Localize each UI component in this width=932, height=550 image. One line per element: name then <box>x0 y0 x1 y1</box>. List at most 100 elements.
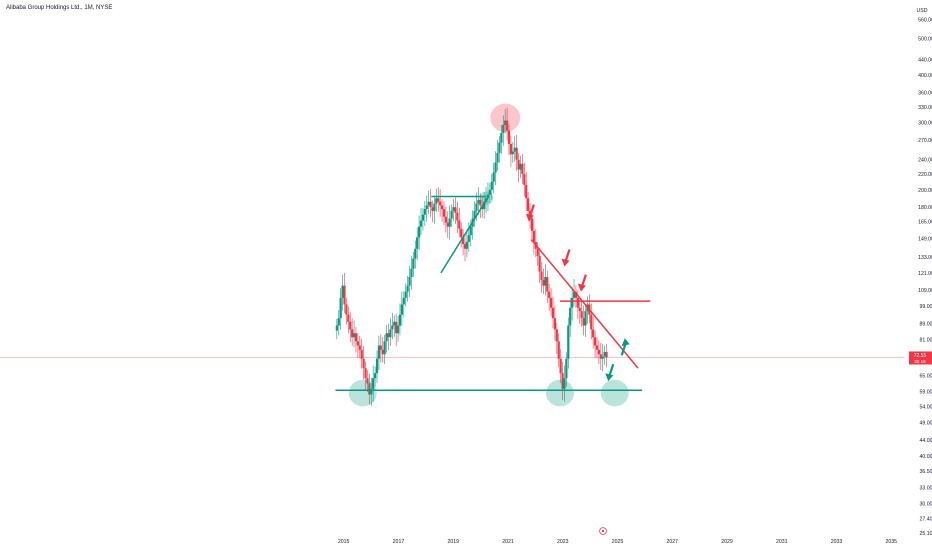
y-tick-label: 49.00 <box>920 420 932 426</box>
candle-body <box>597 349 600 355</box>
candle-body <box>505 120 509 131</box>
target-2025-highlight <box>600 379 629 407</box>
candle-body <box>523 174 526 185</box>
up-arrow-green <box>620 338 630 356</box>
y-tick-label: 360.00 <box>918 91 932 97</box>
down-arrow-2 <box>561 249 571 267</box>
candle-body <box>339 297 342 319</box>
candle-body <box>549 297 553 308</box>
candle-body <box>601 356 604 359</box>
y-tick-label: 59.00 <box>920 390 932 396</box>
candle-body <box>519 163 522 170</box>
candle-body <box>372 378 375 389</box>
rising-trendline <box>440 197 489 274</box>
candle-body <box>463 244 467 249</box>
y-tick-label: 65.00 <box>920 374 932 380</box>
x-tick-label: 2035 <box>886 539 898 545</box>
candle-body <box>538 256 541 272</box>
candle-body <box>593 337 597 346</box>
candle-body <box>398 314 402 326</box>
candle-body <box>375 358 379 374</box>
candle-body <box>492 172 495 182</box>
candle-body <box>473 210 476 219</box>
candle-body <box>442 209 446 217</box>
candle-body <box>507 130 511 144</box>
candle-body <box>458 220 461 229</box>
x-tick-label: 2033 <box>831 539 843 545</box>
candle-body <box>465 241 469 249</box>
candle-body <box>379 345 382 350</box>
candle-body <box>423 209 426 215</box>
candle-body <box>559 358 562 374</box>
candle-body <box>366 378 369 384</box>
y-tick-label: 40.00 <box>920 454 932 460</box>
candle-body <box>400 304 403 315</box>
candle-body <box>469 226 472 236</box>
current-price-tag <box>909 351 932 365</box>
candle-body <box>454 207 457 213</box>
y-tick-label: 400.00 <box>918 73 932 79</box>
down-arrow-2-head <box>561 258 570 267</box>
candle-body <box>414 248 417 259</box>
candle-body <box>494 162 497 173</box>
candle-body <box>385 333 388 342</box>
candle-body <box>381 349 384 355</box>
up-arrow-green-head <box>621 338 630 347</box>
x-tick-label: 2025 <box>612 539 624 545</box>
candle-body <box>467 235 470 242</box>
y-tick-label: 330.00 <box>918 105 932 111</box>
candle-body <box>521 163 524 175</box>
candle-body <box>416 237 419 249</box>
candle-body <box>509 143 513 155</box>
candle-body <box>456 212 459 221</box>
candle-body <box>546 277 549 292</box>
candle-body <box>389 329 392 338</box>
candle-body <box>572 291 576 298</box>
candle-body <box>576 297 579 308</box>
candle-body <box>450 210 453 219</box>
y-tick-label: 44.00 <box>920 438 932 444</box>
candle-body <box>513 147 516 152</box>
candle-body <box>542 279 545 286</box>
y-tick-label: 89.00 <box>920 322 932 328</box>
candle-body <box>527 198 530 211</box>
candle-body <box>419 220 423 227</box>
low-2016-highlight <box>348 379 377 407</box>
y-tick-label: 240.00 <box>918 158 932 164</box>
candle-body <box>374 373 377 379</box>
down-arrow-1-head <box>525 213 534 222</box>
candle-body <box>592 329 595 338</box>
candle-body <box>448 218 451 227</box>
candle-body <box>345 304 348 315</box>
candle-body <box>496 152 499 163</box>
x-tick-label: 2019 <box>447 539 459 545</box>
x-tick-label: 2021 <box>502 539 514 545</box>
x-tick-label: 2029 <box>721 539 733 545</box>
candle-body <box>435 198 438 204</box>
candle-body <box>446 222 449 227</box>
candle-body <box>477 200 480 204</box>
y-tick-label: 25.10 <box>920 531 932 537</box>
candle-body <box>584 311 587 326</box>
candle-body <box>483 201 486 210</box>
candle-body <box>555 329 558 342</box>
y-tick-label: 149.00 <box>918 236 932 242</box>
down-arrow-3-head <box>577 283 586 292</box>
y-tick-label: 54.00 <box>920 404 932 410</box>
candle-body <box>603 351 606 357</box>
y-tick-label: 180.00 <box>918 205 932 211</box>
y-tick-label: 121.00 <box>918 271 932 277</box>
candle-body <box>551 307 555 319</box>
falling-trendline <box>530 239 639 369</box>
candle-body <box>360 349 363 359</box>
y-tick-label: 440.00 <box>918 57 932 63</box>
candle-body <box>425 205 428 210</box>
y-tick-label: 99.00 <box>920 304 932 310</box>
candle-body <box>540 271 543 280</box>
candle-body <box>504 120 507 125</box>
candle-body <box>565 358 568 379</box>
down-arrow-2-shaft <box>564 249 571 262</box>
candle-body <box>354 333 358 342</box>
